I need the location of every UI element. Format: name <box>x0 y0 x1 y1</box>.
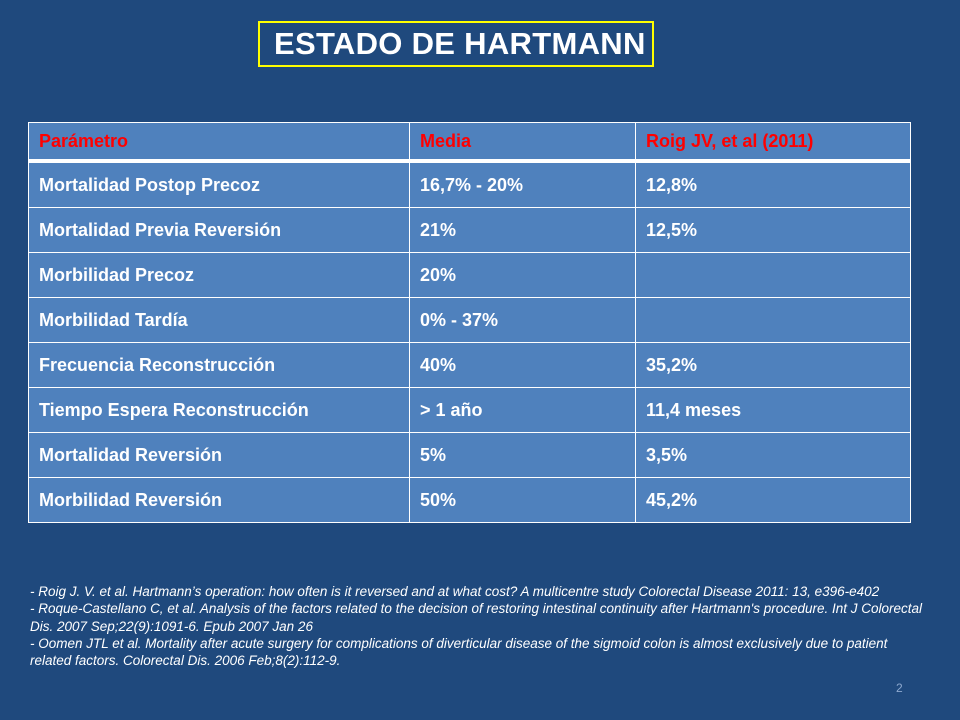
cell-roig: 12,5% <box>635 207 911 253</box>
cell-roig: 12,8% <box>635 160 911 208</box>
cell-media: 21% <box>409 207 636 253</box>
table-row: Mortalidad Reversión 5% 3,5% <box>28 432 911 478</box>
header-parametro: Parámetro <box>28 122 410 163</box>
page-number: 2 <box>896 681 903 695</box>
table-row: Mortalidad Postop Precoz 16,7% - 20% 12,… <box>28 160 911 208</box>
cell-media: 0% - 37% <box>409 297 636 343</box>
cell-media: 16,7% - 20% <box>409 160 636 208</box>
hartmann-data-table: Parámetro Media Roig JV, et al (2011) Mo… <box>28 122 911 523</box>
cell-media: > 1 año <box>409 387 636 433</box>
table-row: Frecuencia Reconstrucción 40% 35,2% <box>28 342 911 388</box>
cell-parametro: Morbilidad Reversión <box>28 477 410 523</box>
table-header-row: Parámetro Media Roig JV, et al (2011) <box>28 122 911 163</box>
references-block: - Roig J. V. et al. Hartmann’s operation… <box>30 583 930 669</box>
reference-item: - Roque-Castellano C, et al. Analysis of… <box>30 601 923 634</box>
cell-parametro: Frecuencia Reconstrucción <box>28 342 410 388</box>
table-row: Morbilidad Reversión 50% 45,2% <box>28 477 911 523</box>
table-row: Morbilidad Precoz 20% <box>28 252 911 298</box>
cell-media: 5% <box>409 432 636 478</box>
cell-roig: 35,2% <box>635 342 911 388</box>
cell-roig <box>635 252 911 298</box>
cell-roig <box>635 297 911 343</box>
cell-media: 20% <box>409 252 636 298</box>
header-media: Media <box>409 122 636 163</box>
slide-title: ESTADO DE HARTMANN <box>258 21 654 67</box>
cell-parametro: Morbilidad Precoz <box>28 252 410 298</box>
table-row: Tiempo Espera Reconstrucción > 1 año 11,… <box>28 387 911 433</box>
header-roig: Roig JV, et al (2011) <box>635 122 911 163</box>
cell-roig: 3,5% <box>635 432 911 478</box>
cell-parametro: Mortalidad Previa Reversión <box>28 207 410 253</box>
cell-parametro: Mortalidad Reversión <box>28 432 410 478</box>
cell-roig: 11,4 meses <box>635 387 911 433</box>
cell-roig: 45,2% <box>635 477 911 523</box>
table-row: Morbilidad Tardía 0% - 37% <box>28 297 911 343</box>
cell-parametro: Morbilidad Tardía <box>28 297 410 343</box>
table-row: Mortalidad Previa Reversión 21% 12,5% <box>28 207 911 253</box>
cell-parametro: Mortalidad Postop Precoz <box>28 160 410 208</box>
reference-item: - Oomen JTL et al. Mortality after acute… <box>30 635 888 669</box>
cell-media: 40% <box>409 342 636 388</box>
reference-item: - Roig J. V. et al. Hartmann’s operation… <box>30 584 880 599</box>
cell-media: 50% <box>409 477 636 523</box>
cell-parametro: Tiempo Espera Reconstrucción <box>28 387 410 433</box>
